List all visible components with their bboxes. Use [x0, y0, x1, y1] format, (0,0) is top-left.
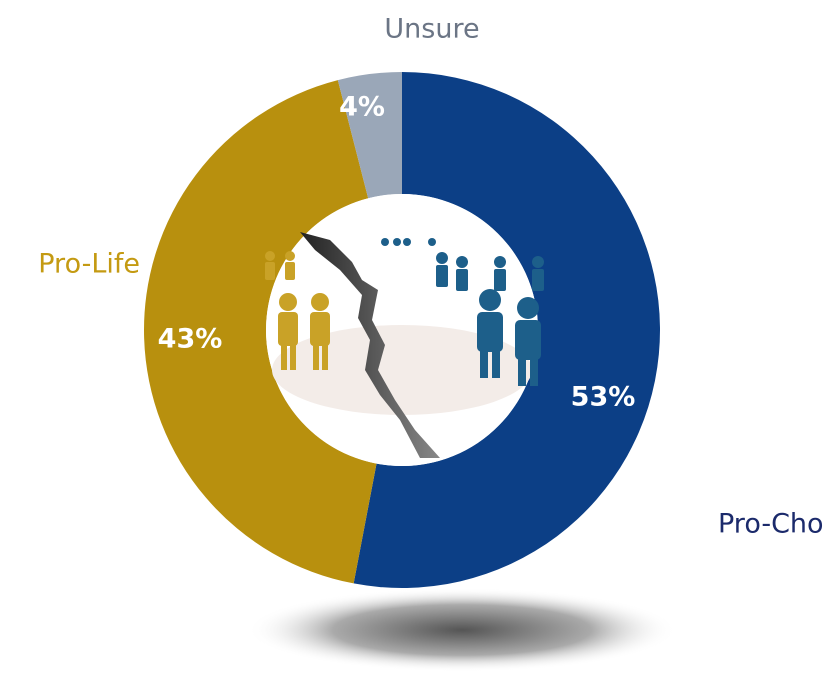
donut-segment: [143, 80, 377, 584]
donut-segment: [337, 72, 402, 199]
category-label: Pro-Choice: [718, 509, 825, 540]
donut-segment: [353, 72, 660, 588]
shadow: [247, 588, 677, 672]
category-label: Pro-Life: [38, 249, 140, 280]
value-label: 4%: [339, 92, 385, 123]
value-label: 43%: [158, 324, 223, 355]
category-label: Unsure: [384, 14, 479, 45]
value-label: 53%: [571, 382, 636, 413]
center-image: [265, 194, 544, 466]
donut: [143, 72, 660, 588]
